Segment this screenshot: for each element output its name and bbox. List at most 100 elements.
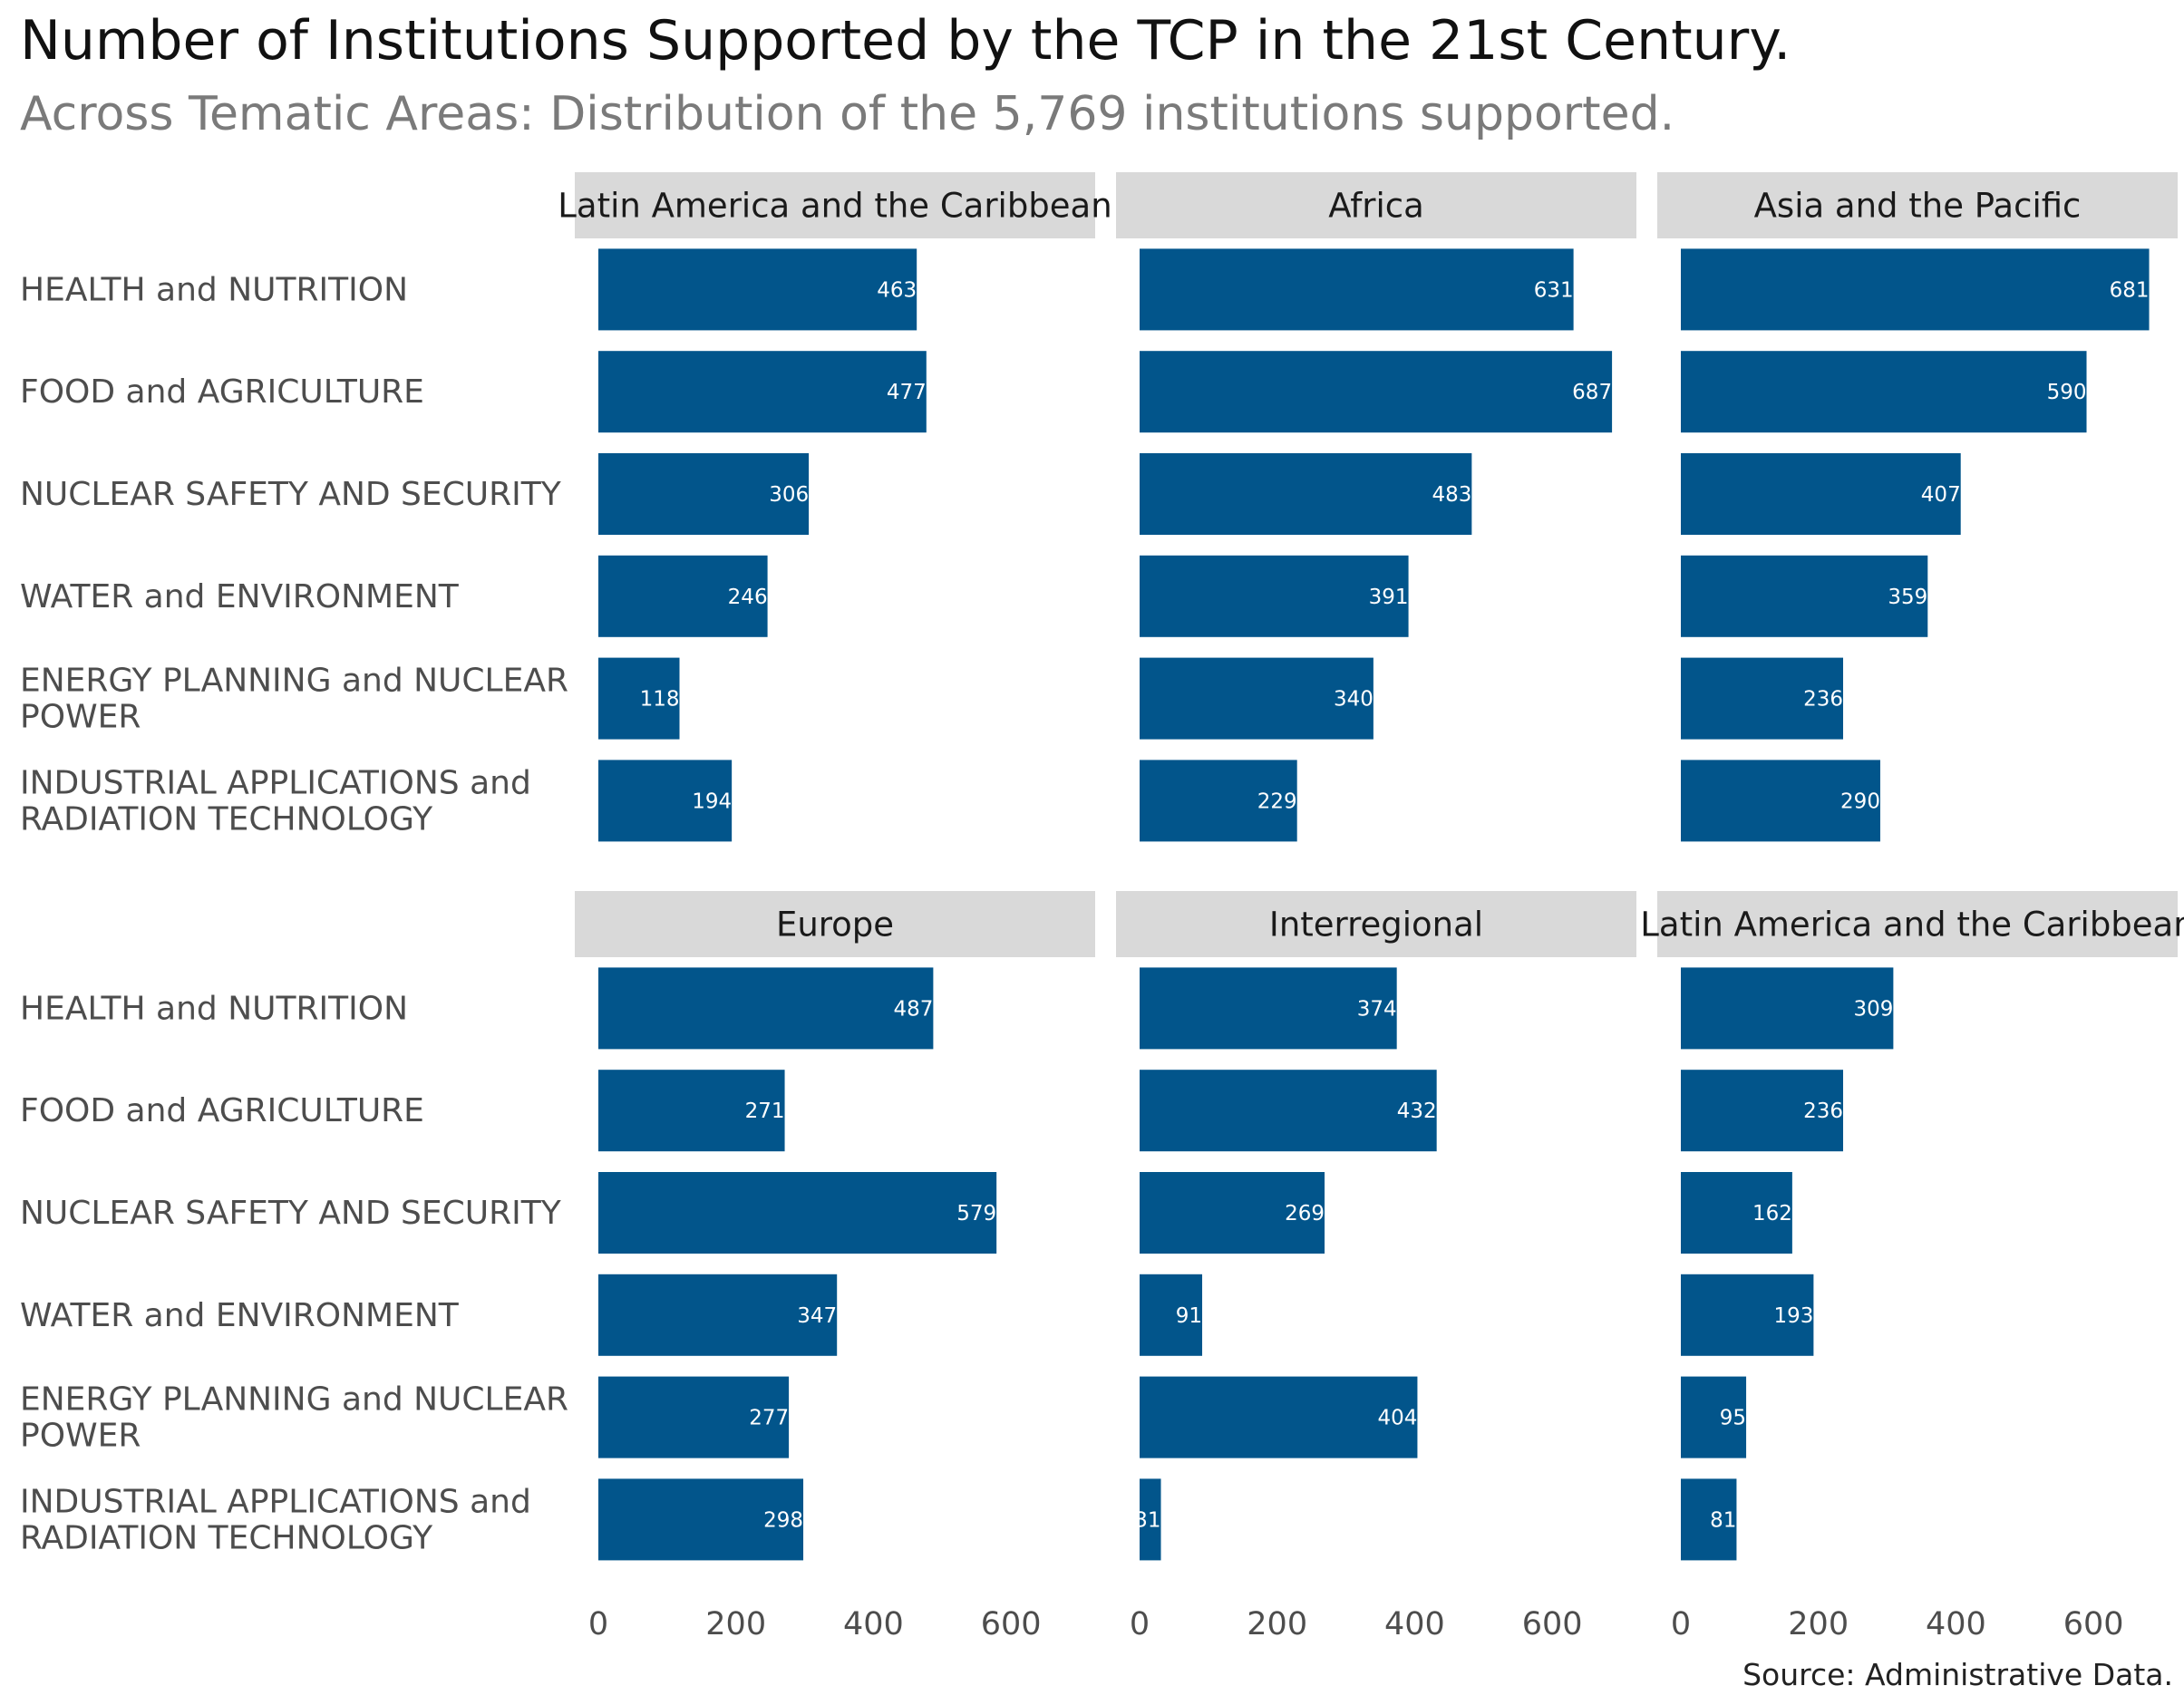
bar-value-label: 463 bbox=[877, 278, 917, 302]
bar-value-label: 347 bbox=[797, 1304, 837, 1328]
bar bbox=[1681, 248, 2150, 331]
facet-strip-label: Interregional bbox=[1269, 906, 1483, 945]
bar bbox=[1140, 248, 1574, 331]
category-label: WATER and ENVIRONMENT bbox=[20, 1297, 460, 1334]
facet-strip bbox=[1116, 891, 1636, 957]
bar bbox=[1140, 967, 1397, 1050]
bar-value-label: 483 bbox=[1432, 483, 1471, 507]
bar-value-label: 162 bbox=[1752, 1202, 1792, 1225]
bar bbox=[598, 760, 733, 842]
chart-subtitle: Across Tematic Areas: Distribution of th… bbox=[20, 87, 1675, 141]
bar bbox=[598, 453, 810, 535]
category-label: WATER and ENVIRONMENT bbox=[20, 578, 460, 615]
category-label: ENERGY PLANNING and NUCLEAR POWER bbox=[20, 1381, 568, 1455]
bar-value-label: 269 bbox=[1285, 1202, 1325, 1225]
facet-strip-label: Asia and the Pacific bbox=[1754, 187, 2082, 226]
category-label: INDUSTRIAL APPLICATIONS and RADIATION TEC… bbox=[20, 764, 531, 838]
category-label: NUCLEAR SAFETY AND SECURITY bbox=[20, 476, 562, 513]
bar-value-label: 271 bbox=[745, 1100, 785, 1123]
bar-value-label: 236 bbox=[1803, 1100, 1843, 1123]
bar-value-label: 579 bbox=[956, 1202, 996, 1225]
bar bbox=[598, 967, 934, 1050]
bar-value-label: 359 bbox=[1888, 586, 1927, 609]
x-tick-label: 200 bbox=[1247, 1606, 1307, 1642]
bar bbox=[1140, 453, 1472, 535]
bar bbox=[1681, 657, 1844, 740]
x-tick-label: 600 bbox=[1522, 1606, 1583, 1642]
bar bbox=[1681, 1070, 1844, 1152]
bar-value-label: 306 bbox=[769, 483, 809, 507]
category-label: HEALTH and NUTRITION bbox=[20, 990, 408, 1027]
x-tick-label: 200 bbox=[1788, 1606, 1849, 1642]
facet-strip-label: Latin America and the Caribbean bbox=[1640, 906, 2184, 945]
chart-title: Number of Institutions Supported by the … bbox=[20, 9, 1791, 73]
bar bbox=[1681, 1376, 1747, 1458]
bar bbox=[598, 657, 680, 740]
bar-value-label: 309 bbox=[1853, 997, 1893, 1021]
bar-value-label: 81 bbox=[1710, 1508, 1736, 1532]
bar bbox=[598, 1070, 785, 1152]
x-tick-label: 0 bbox=[588, 1606, 608, 1642]
bar-value-label: 236 bbox=[1803, 688, 1843, 712]
bar bbox=[598, 1274, 838, 1356]
x-tick-label: 0 bbox=[1130, 1606, 1150, 1642]
bar bbox=[1140, 657, 1373, 740]
bar-value-label: 193 bbox=[1773, 1304, 1813, 1328]
bar-value-label: 404 bbox=[1378, 1407, 1418, 1430]
bar bbox=[598, 1172, 997, 1254]
bar-value-label: 487 bbox=[893, 997, 933, 1021]
bar bbox=[1140, 1070, 1437, 1152]
facet-strip bbox=[1116, 172, 1636, 238]
bar-value-label: 118 bbox=[640, 688, 680, 712]
bar-value-label: 229 bbox=[1257, 790, 1297, 813]
category-label: HEALTH and NUTRITION bbox=[20, 271, 408, 308]
category-label: INDUSTRIAL APPLICATIONS and RADIATION TEC… bbox=[20, 1483, 531, 1556]
source-caption: Source: Administrative Data. bbox=[1742, 1657, 2173, 1692]
category-label: NUCLEAR SAFETY AND SECURITY bbox=[20, 1195, 562, 1232]
x-tick-label: 0 bbox=[1671, 1606, 1691, 1642]
bar-value-label: 631 bbox=[1534, 278, 1574, 302]
bar bbox=[1140, 351, 1613, 433]
bar bbox=[1681, 967, 1894, 1050]
bar-value-label: 95 bbox=[1720, 1407, 1746, 1430]
facet-strip-label: Africa bbox=[1328, 187, 1424, 226]
x-tick-label: 600 bbox=[2063, 1606, 2124, 1642]
category-label: ENERGY PLANNING and NUCLEAR POWER bbox=[20, 663, 568, 736]
bar bbox=[598, 351, 927, 433]
bar bbox=[598, 1478, 804, 1561]
bar-value-label: 432 bbox=[1397, 1100, 1437, 1123]
bar bbox=[1140, 1274, 1203, 1356]
bar-value-label: 246 bbox=[728, 586, 768, 609]
bar bbox=[1681, 555, 1928, 637]
facet-strip-label: Latin America and the Caribbean bbox=[558, 187, 1111, 226]
bar bbox=[1681, 1274, 1814, 1356]
facet-strip bbox=[1657, 172, 2178, 238]
bar bbox=[598, 555, 768, 637]
category-label: FOOD and AGRICULTURE bbox=[20, 373, 424, 411]
x-tick-label: 200 bbox=[705, 1606, 766, 1642]
facet-strip bbox=[575, 891, 1095, 957]
bar-value-label: 290 bbox=[1840, 790, 1880, 813]
bar bbox=[1140, 1478, 1161, 1561]
bar-value-label: 194 bbox=[692, 790, 732, 813]
bar-value-label: 391 bbox=[1369, 586, 1409, 609]
bar bbox=[1140, 760, 1297, 842]
category-label: FOOD and AGRICULTURE bbox=[20, 1092, 424, 1129]
bar bbox=[1140, 1376, 1418, 1458]
bar-value-label: 340 bbox=[1334, 688, 1373, 712]
bar bbox=[1681, 1172, 1792, 1254]
bar-value-label: 681 bbox=[2110, 278, 2150, 302]
facet-strip bbox=[575, 172, 1095, 238]
bar-value-label: 31 bbox=[1134, 1508, 1160, 1532]
bar bbox=[1681, 1478, 1737, 1561]
x-tick-label: 400 bbox=[1926, 1606, 1986, 1642]
x-tick-label: 600 bbox=[981, 1606, 1042, 1642]
bar-value-label: 277 bbox=[749, 1407, 789, 1430]
bar-value-label: 91 bbox=[1176, 1304, 1202, 1328]
bar-value-label: 687 bbox=[1572, 381, 1612, 404]
bar-value-label: 374 bbox=[1357, 997, 1397, 1021]
bar bbox=[598, 1376, 790, 1458]
bar-value-label: 407 bbox=[1921, 483, 1961, 507]
x-tick-label: 400 bbox=[1384, 1606, 1445, 1642]
